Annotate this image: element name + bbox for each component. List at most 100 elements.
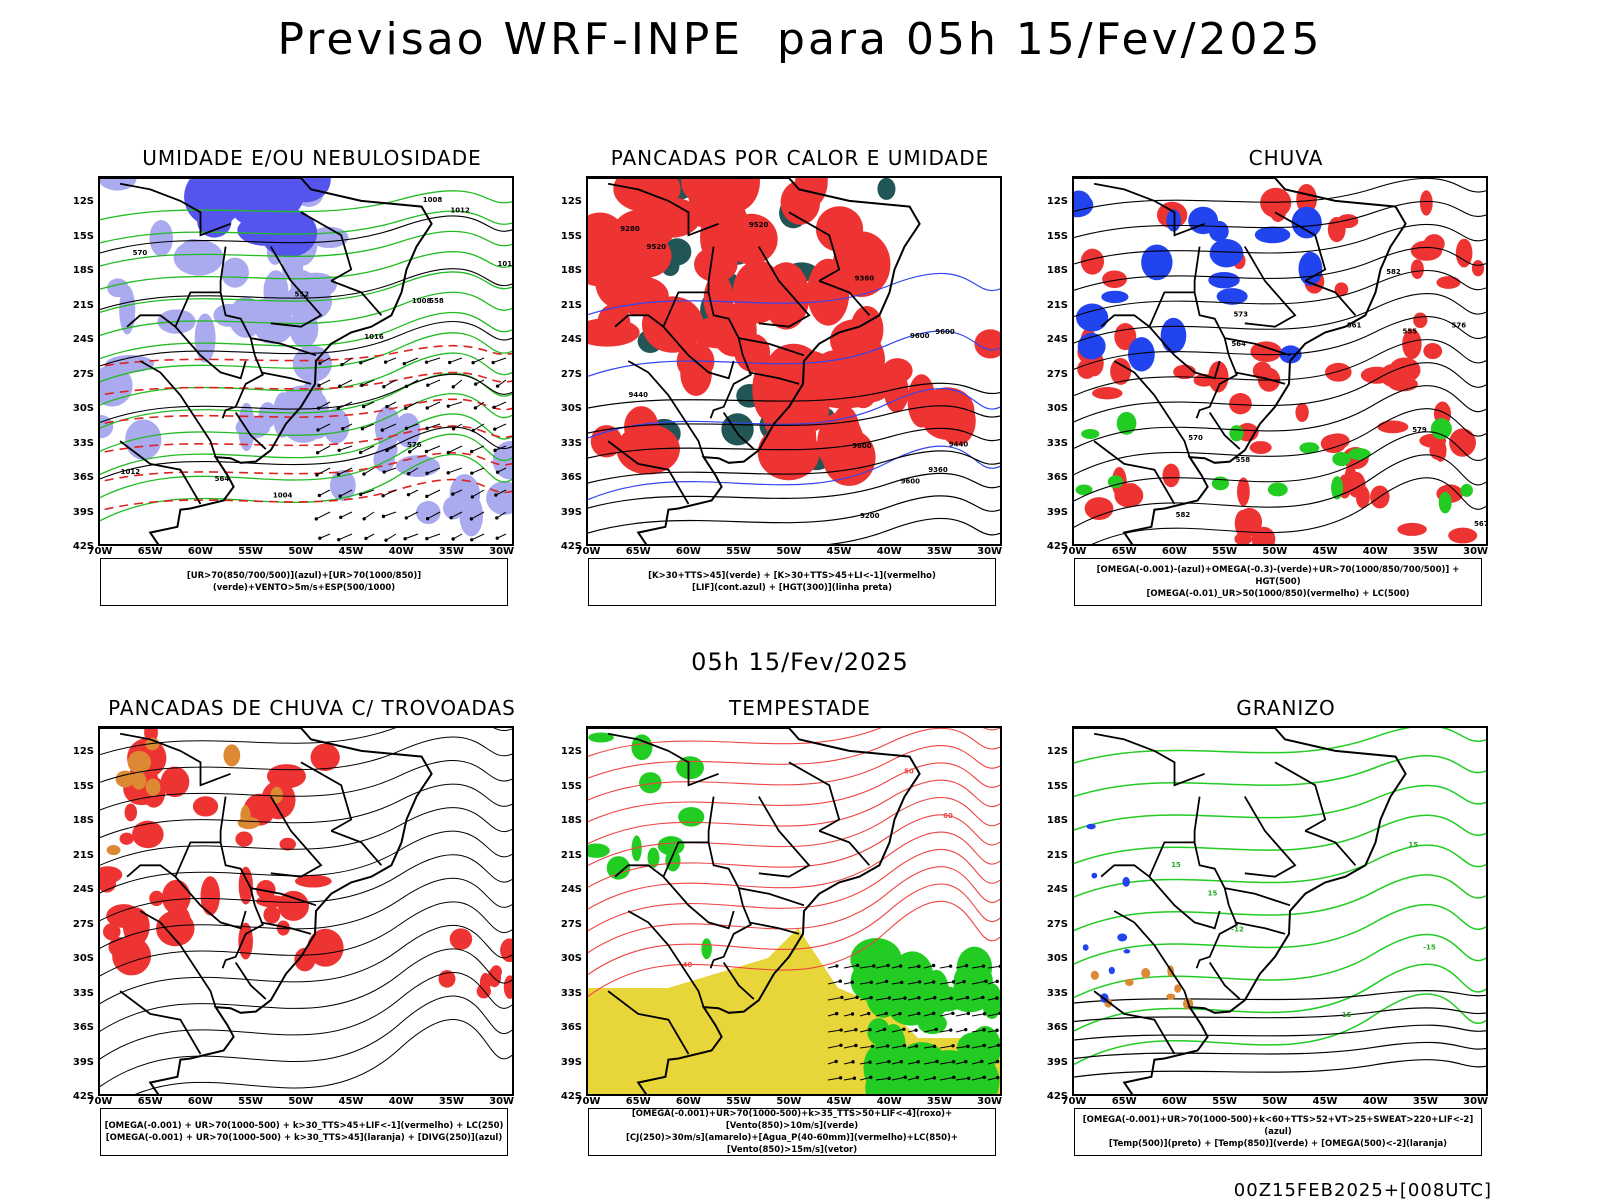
lat-tick-label: 12S (72, 196, 94, 207)
contour-label: -15 (1423, 944, 1436, 952)
lat-tick-label: 15S (1046, 780, 1068, 792)
lat-tick-label: 30S (72, 953, 94, 964)
lon-tick-label: 45W (826, 1096, 852, 1107)
lat-tick-label: 33S (72, 987, 94, 999)
legend-line: [LIF](cont.azul) + [HGT(300)](linha pret… (691, 583, 893, 593)
border-line (738, 337, 805, 357)
contour-label: 9280 (620, 225, 640, 233)
border-line (1113, 910, 1191, 1008)
border-line (119, 182, 231, 237)
lat-tick-label: 12S (1046, 196, 1068, 207)
border-line (1195, 904, 1238, 969)
border-line (1100, 864, 1150, 878)
lat-tick-label: 30S (1046, 403, 1068, 414)
lat-tick-label: 21S (560, 299, 582, 311)
main-title: Previsao WRF-INPE para 05h 15/Fev/2025 (277, 14, 1323, 65)
border-line (1244, 796, 1297, 878)
contour-label: 9360 (855, 274, 875, 282)
border-line (722, 962, 755, 1000)
lon-tick-label: 35W (926, 1096, 952, 1107)
border-line (1208, 962, 1241, 1000)
coastline (100, 728, 433, 1094)
contour-label: 15 (1171, 861, 1181, 869)
border-line (1093, 990, 1176, 1055)
coastline (588, 178, 921, 544)
contour-label: 573 (1233, 310, 1248, 318)
lat-tick-label: 36S (72, 1022, 94, 1033)
contour-label: 576 (407, 441, 422, 449)
lon-tick-label: 60W (187, 1096, 213, 1107)
contour-label: 15 (1208, 890, 1218, 898)
lat-tick-label: 24S (72, 884, 94, 895)
wind850-green-field (850, 938, 1000, 1094)
border-line (1148, 841, 1221, 930)
contour-label: 558 (429, 297, 444, 305)
border-line (1234, 371, 1286, 385)
lon-tick-label: 55W (1212, 546, 1238, 557)
border-line (1234, 921, 1286, 935)
map-plot (100, 728, 512, 1094)
contour-label: 9440 (949, 440, 969, 448)
contour-label: 570 (133, 249, 148, 257)
lon-tick-label: 55W (726, 546, 752, 557)
lon-tick-label: 30W (1463, 1096, 1489, 1107)
contour-label: -12 (1231, 925, 1244, 933)
legend-box: [OMEGA(-0.001)-(azul)+OMEGA(-0.3)-(verde… (1074, 558, 1482, 606)
border-line (607, 440, 690, 505)
panel-title: GRANIZO (1236, 696, 1336, 720)
lon-tick-label: 45W (826, 546, 852, 557)
map-frame: 582 582 579 576 573 570 567 564 561 558 555 (1072, 176, 1488, 546)
lon-tick-label: 55W (1212, 1096, 1238, 1107)
border-line (614, 864, 664, 878)
wind-vectors (827, 963, 1000, 1081)
lat-tick-label: 24S (1046, 334, 1068, 345)
mid-title: 05h 15/Fev/2025 (691, 648, 909, 676)
contour-labels: 582 582 579 576 573 570 567 564 561 558 555 (1176, 268, 1486, 528)
lat-tick-label: 15S (72, 230, 94, 242)
contour-label: 9360 (928, 466, 948, 474)
contour-label: 9600 (910, 332, 930, 340)
lon-tick-label: 30W (977, 1096, 1003, 1107)
omega-green-field (1075, 411, 1473, 514)
border-line (221, 354, 264, 419)
contour-label: 579 (1412, 426, 1427, 434)
hgt500-contours (1074, 178, 1486, 544)
lon-tick-label: 35W (926, 546, 952, 557)
lon-tick-label: 65W (137, 1096, 163, 1107)
legend-line: [OMEGA(-0.001) + UR>70(1000-500) + k>30_… (105, 1133, 503, 1143)
border-line (1244, 246, 1297, 328)
lat-tick-label: 33S (560, 437, 582, 449)
border-line (1274, 761, 1327, 832)
lon-tick-label: 70W (87, 1096, 113, 1107)
legend-box: [OMEGA(-0.001) + UR>70(1000-500) + k>30_… (100, 1108, 508, 1156)
border-line (662, 841, 735, 930)
lat-tick-label: 36S (1046, 1022, 1068, 1033)
lon-tick-label: 30W (489, 1096, 515, 1107)
lat-tick-label: 21S (560, 849, 582, 861)
map-plot: 1012 1012 1008 1004 1008 1012 1016 570 576 564 558… (100, 178, 512, 544)
lat-tick-label: 24S (1046, 884, 1068, 895)
border-line (1304, 830, 1357, 866)
border-line (707, 796, 744, 906)
legend-box: [OMEGA(-0.001)+UR>70(1000-500)+k>35_TTS>… (588, 1108, 996, 1156)
lon-tick-label: 30W (489, 546, 515, 557)
contour-label: 555 (1403, 328, 1418, 336)
border-line (221, 904, 264, 969)
lat-tick-label: 18S (560, 815, 582, 826)
lon-tick-label: 45W (1312, 546, 1338, 557)
lon-tick-label: 55W (238, 1096, 264, 1107)
lat-tick-label: 39S (1046, 506, 1068, 518)
panel-pancadas-trovoadas: PANCADAS DE CHUVA C/ TROVOADAS 12S 15S 18S 2… (72, 696, 552, 1176)
lon-tick-label: 45W (338, 1096, 364, 1107)
contour-label: 15 (1408, 841, 1418, 849)
border-line (758, 796, 811, 878)
map-frame: 9600 9600 9600 9600 9520 9520 9440 9360 9280 9200… (586, 176, 1002, 546)
country-borders (1093, 732, 1357, 1055)
border-line (250, 887, 317, 907)
lat-tick-label: 18S (72, 265, 94, 276)
lon-tick-label: 50W (1262, 1096, 1288, 1107)
border-line (722, 412, 755, 450)
lon-tick-label: 70W (1061, 1096, 1087, 1107)
border-line (139, 360, 217, 458)
border-line (709, 904, 752, 969)
